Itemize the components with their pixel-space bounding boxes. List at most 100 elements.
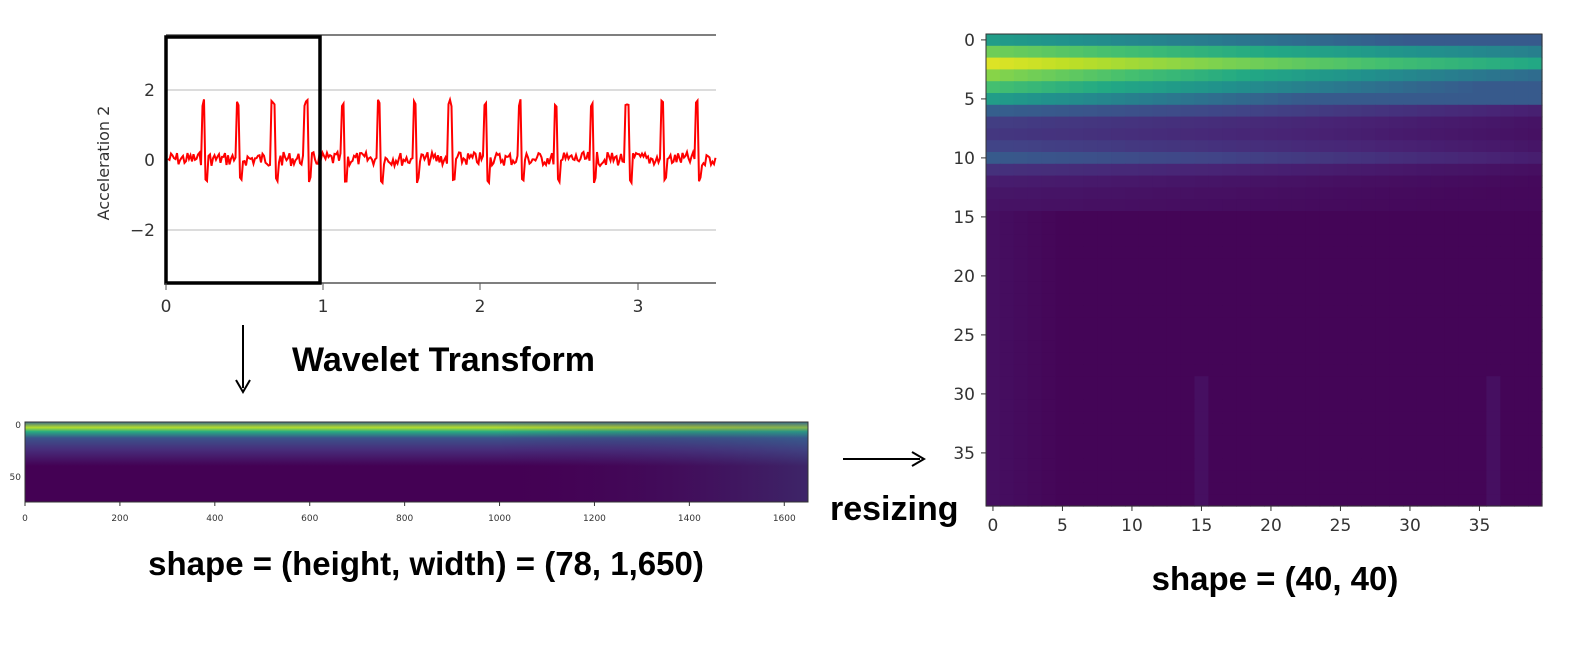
heatmap-cell: [1153, 58, 1168, 70]
heatmap-cell: [1042, 117, 1057, 129]
heatmap-cell: [1514, 305, 1529, 317]
heatmap-cell: [1389, 435, 1404, 447]
heatmap-cell: [1056, 69, 1071, 81]
heatmap-cell: [1320, 246, 1335, 258]
heatmap-cell: [1014, 199, 1029, 211]
heatmap-cell: [1181, 140, 1196, 152]
heatmap-cell: [1250, 164, 1265, 176]
heatmap-cell: [1278, 34, 1293, 46]
heatmap-cell: [1222, 69, 1237, 81]
heatmap-cell: [986, 317, 1001, 329]
heatmap-cell: [1125, 412, 1140, 424]
heatmap-cell: [1042, 412, 1057, 424]
heatmap-cell: [1292, 34, 1307, 46]
x-tick-label: 1600: [773, 514, 796, 524]
heatmap-cell: [1236, 105, 1251, 117]
heatmap-cell: [1153, 459, 1168, 471]
heatmap-cell: [1069, 176, 1084, 188]
heatmap-cell: [1264, 140, 1279, 152]
heatmap-cell: [1334, 164, 1349, 176]
heatmap-cell: [1292, 341, 1307, 353]
heatmap-cell: [1069, 258, 1084, 270]
heatmap-cell: [1320, 341, 1335, 353]
heatmap-cell: [1111, 353, 1126, 365]
heatmap-cell: [1236, 423, 1251, 435]
heatmap-cell: [1514, 376, 1529, 388]
heatmap-cell: [1431, 400, 1446, 412]
heatmap-cell: [1500, 152, 1515, 164]
heatmap-cell: [1264, 364, 1279, 376]
heatmap-cell: [1014, 341, 1029, 353]
heatmap-cell: [1111, 69, 1126, 81]
heatmap-cell: [1375, 447, 1390, 459]
heatmap-cell: [986, 435, 1001, 447]
heatmap-cell: [1014, 152, 1029, 164]
heatmap-cell: [1181, 152, 1196, 164]
heatmap-cell: [1153, 46, 1168, 58]
heatmap-cell: [1250, 400, 1265, 412]
heatmap-cell: [1361, 187, 1376, 199]
x-tick-label: 200: [111, 514, 128, 524]
heatmap-cell: [1389, 270, 1404, 282]
heatmap-cell: [1028, 117, 1043, 129]
heatmap-cell: [1514, 58, 1529, 70]
heatmap-cell: [1125, 353, 1140, 365]
heatmap-cell: [1486, 447, 1501, 459]
heatmap-cell: [1069, 187, 1084, 199]
heatmap-cell: [1528, 69, 1543, 81]
heatmap-cell: [1111, 152, 1126, 164]
heatmap-cell: [1320, 471, 1335, 483]
heatmap-cell: [1181, 412, 1196, 424]
heatmap-cell: [1236, 400, 1251, 412]
heatmap-cell: [1056, 117, 1071, 129]
heatmap-cell: [1375, 294, 1390, 306]
heatmap-cell: [1167, 482, 1182, 494]
heatmap-cell: [1514, 117, 1529, 129]
heatmap-cell: [1167, 140, 1182, 152]
heatmap-cell: [1139, 400, 1154, 412]
heatmap-cell: [1222, 270, 1237, 282]
heatmap-cell: [1445, 270, 1460, 282]
heatmap-cell: [986, 400, 1001, 412]
heatmap-cell: [1195, 235, 1210, 247]
heatmap-cell: [1306, 388, 1321, 400]
heatmap-cell: [1375, 471, 1390, 483]
heatmap-cell: [1445, 152, 1460, 164]
heatmap-cell: [986, 93, 1001, 105]
heatmap-cell: [1139, 412, 1154, 424]
heatmap-cell: [1347, 376, 1362, 388]
heatmap-cell: [1431, 447, 1446, 459]
y-tick-label: 30: [953, 385, 975, 405]
heatmap-cell: [1125, 459, 1140, 471]
heatmap-cell: [1083, 364, 1098, 376]
heatmap-cell: [1278, 105, 1293, 117]
heatmap-cell: [1320, 317, 1335, 329]
heatmap-cell: [1250, 34, 1265, 46]
heatmap-cell: [1431, 58, 1446, 70]
heatmap-cell: [986, 128, 1001, 140]
heatmap-cell: [986, 494, 1001, 506]
heatmap-cell: [1528, 435, 1543, 447]
heatmap-cell: [1514, 235, 1529, 247]
heatmap-cell: [1153, 176, 1168, 188]
heatmap-cell: [1056, 128, 1071, 140]
heatmap-cell: [1528, 152, 1543, 164]
heatmap-cell: [1292, 447, 1307, 459]
heatmap-cell: [1125, 258, 1140, 270]
heatmap-cell: [1320, 93, 1335, 105]
heatmap-cell: [1306, 447, 1321, 459]
heatmap-cell: [1459, 329, 1474, 341]
heatmap-cell: [1278, 81, 1293, 93]
heatmap-cell: [1445, 282, 1460, 294]
heatmap-cell: [1486, 317, 1501, 329]
heatmap-cell: [1445, 128, 1460, 140]
heatmap-cell: [1028, 341, 1043, 353]
heatmap-cell: [1097, 412, 1112, 424]
heatmap-cell: [1486, 305, 1501, 317]
heatmap-cell: [1500, 46, 1515, 58]
heatmap-cell: [1195, 459, 1210, 471]
heatmap-cell: [1056, 270, 1071, 282]
x-tick-label: 25: [1330, 516, 1352, 536]
heatmap-cell: [1195, 435, 1210, 447]
